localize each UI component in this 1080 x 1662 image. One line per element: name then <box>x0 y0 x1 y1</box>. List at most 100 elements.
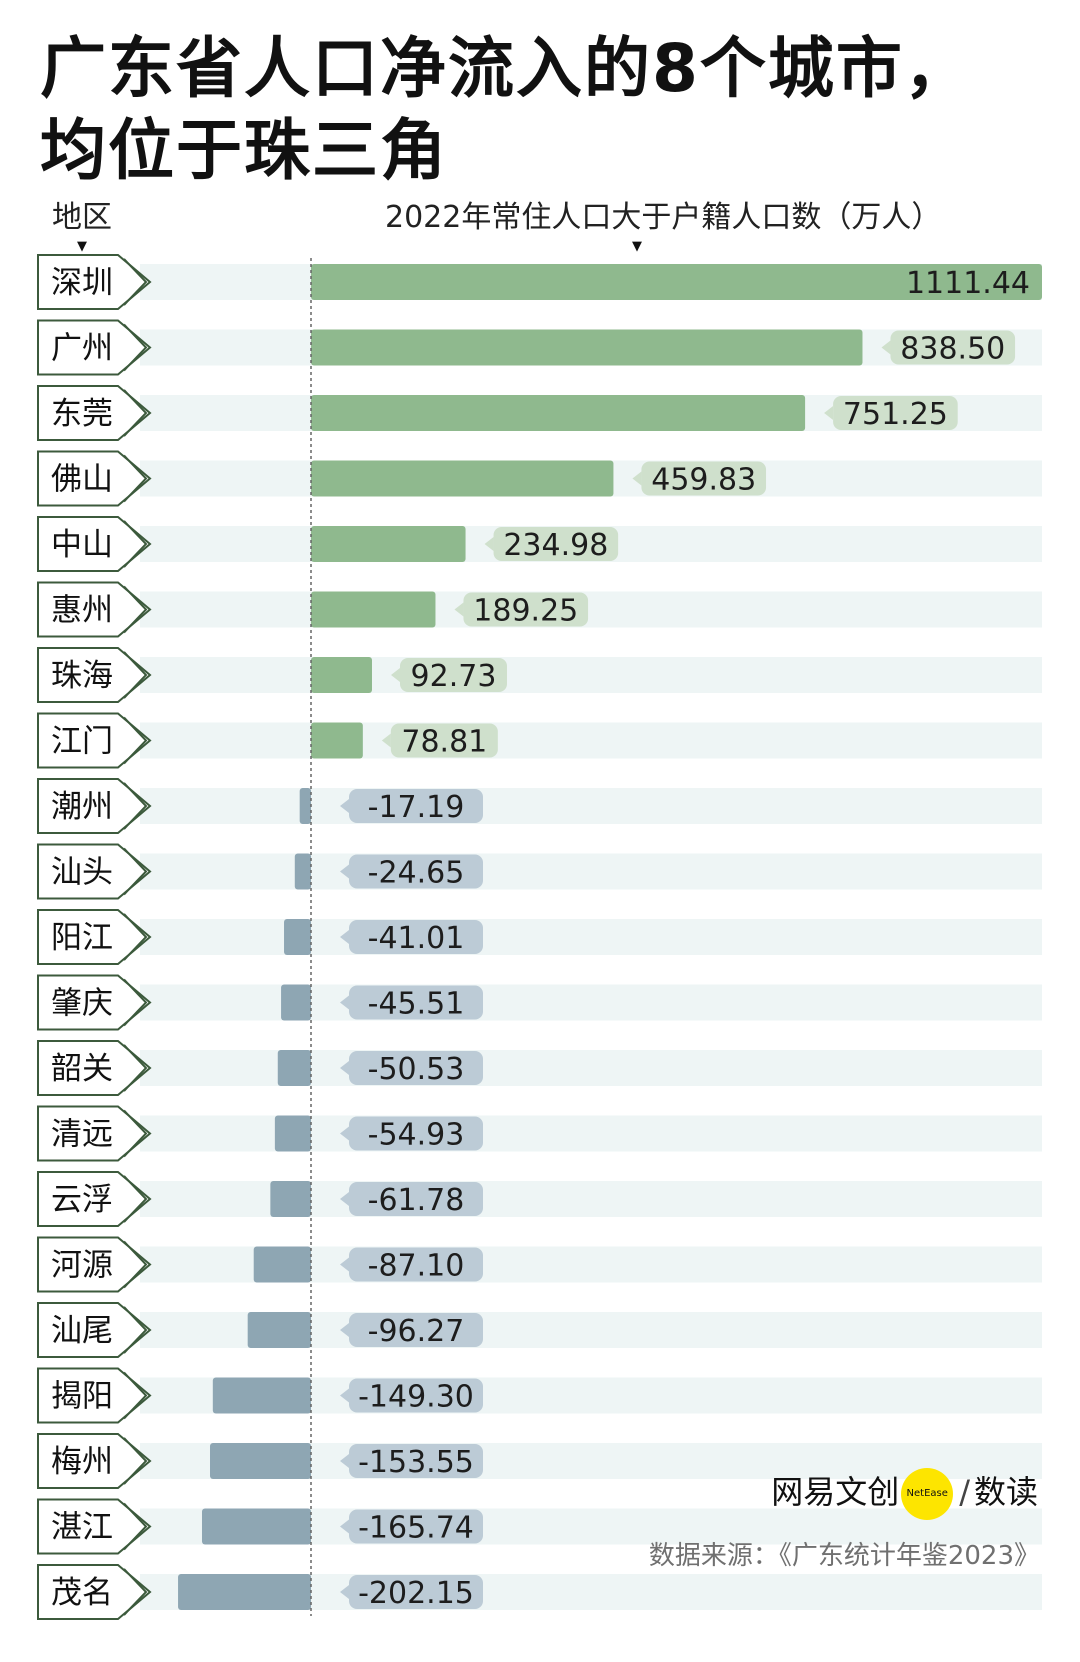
value-bar <box>277 1050 311 1086</box>
value-label-pill <box>641 461 767 496</box>
value-label: 234.98 <box>503 528 608 563</box>
netease-logo: 网易文创 NetEase / 数读 <box>771 1468 1038 1520</box>
region-label: 阳江 <box>51 920 113 956</box>
region-tag-arrow-icon <box>123 454 148 503</box>
value-label-pill <box>890 330 1016 365</box>
value-label: -17.19 <box>368 790 465 825</box>
value-label-pointer <box>340 1257 349 1272</box>
row-band <box>140 1050 1042 1086</box>
region-label: 深圳 <box>51 265 113 301</box>
value-label-pill <box>349 1182 483 1216</box>
region-tag-arrow-icon <box>123 389 148 437</box>
value-label: -41.01 <box>368 921 465 956</box>
region-label: 佛山 <box>51 462 113 498</box>
value-label-pointer <box>340 864 349 879</box>
region-label: 珠海 <box>51 658 113 694</box>
region-tag-arrow-icon <box>123 323 148 372</box>
value-bar <box>210 1443 311 1479</box>
row-band <box>140 591 1042 628</box>
region-label: 茂名 <box>51 1575 113 1611</box>
value-label-pointer <box>340 1323 349 1337</box>
value-label: -149.30 <box>358 1380 474 1415</box>
title-line-2: 均位于珠三角 <box>40 112 448 189</box>
region-label: 潮州 <box>51 789 113 825</box>
value-label-pill <box>349 789 483 823</box>
value-bar <box>212 1377 311 1414</box>
value-label-pill <box>349 920 483 954</box>
value-label-pointer <box>340 1585 349 1599</box>
value-label: 189.25 <box>473 594 578 629</box>
region-label: 东莞 <box>51 396 113 432</box>
region-tag-arrow-icon <box>123 913 148 961</box>
value-label-pointer <box>340 1388 349 1403</box>
value-label-pointer <box>340 1192 349 1206</box>
region-tag-arrow-icon <box>123 651 148 699</box>
title-line-1: 广东省人口净流入的8个城市， <box>40 30 972 107</box>
value-bar <box>311 526 466 562</box>
value-bar <box>311 460 614 497</box>
value-bar <box>270 1181 311 1217</box>
region-tag-arrow-icon <box>123 782 148 830</box>
value-label-pointer <box>340 995 349 1010</box>
region-header-arrow-icon: ▼ <box>77 239 87 254</box>
region-tag-arrow-icon <box>123 520 148 568</box>
value-label-pill <box>349 1378 483 1413</box>
logo-separator: / <box>959 1473 970 1511</box>
value-label: -87.10 <box>368 1249 465 1284</box>
value-bar <box>274 1115 311 1152</box>
value-bar <box>311 264 1042 300</box>
logo-column: 数读 <box>973 1473 1038 1511</box>
region-label: 湛江 <box>51 1510 113 1546</box>
value-label: -153.55 <box>358 1445 474 1480</box>
region-tag-arrow-icon <box>123 716 148 765</box>
value-bar <box>178 1574 311 1610</box>
value-label-pill <box>349 985 483 1020</box>
region-tag-arrow-icon <box>123 1044 148 1092</box>
region-label: 江门 <box>51 724 113 760</box>
region-column-header: 地区 <box>52 200 112 235</box>
value-bar <box>247 1312 311 1348</box>
value-label-pill <box>399 658 507 692</box>
region-label: 清远 <box>51 1117 113 1153</box>
value-label-pointer <box>454 602 464 617</box>
value-label-pill <box>349 1444 483 1478</box>
logo-brand: 网易文创 <box>771 1473 900 1511</box>
region-label: 梅州 <box>51 1444 113 1480</box>
region-tag-arrow-icon <box>123 1502 148 1551</box>
value-label-pill <box>349 1247 483 1282</box>
value-label: -50.53 <box>368 1052 465 1087</box>
value-bar <box>311 395 806 431</box>
region-tag-arrow-icon <box>123 1109 148 1158</box>
region-label: 揭阳 <box>51 1379 113 1415</box>
region-label: 广州 <box>51 331 113 367</box>
value-label: 92.73 <box>411 659 497 694</box>
value-label: -24.65 <box>368 856 465 891</box>
region-tag-arrow-icon <box>123 1240 148 1289</box>
value-bar <box>294 853 311 890</box>
value-label-pointer <box>484 537 494 551</box>
value-bar <box>253 1246 311 1283</box>
row-band <box>140 919 1042 955</box>
value-label-pointer <box>390 668 400 682</box>
row-band <box>140 657 1042 693</box>
row-band <box>140 853 1042 890</box>
value-label-pill <box>349 1509 483 1544</box>
region-label: 中山 <box>51 527 113 563</box>
value-label-pointer <box>340 799 349 813</box>
region-label: 肇庆 <box>51 986 113 1022</box>
region-label: 汕头 <box>51 855 113 891</box>
region-label: 云浮 <box>51 1182 113 1218</box>
region-label: 河源 <box>51 1248 113 1284</box>
region-tag-arrow-icon <box>123 585 148 634</box>
value-label-pill <box>463 592 589 627</box>
row-band <box>140 722 1042 759</box>
value-label-pill <box>349 854 483 889</box>
value-bar <box>284 919 311 955</box>
value-label: -96.27 <box>368 1314 465 1349</box>
value-bar <box>281 984 311 1021</box>
value-label-pill <box>349 1051 483 1085</box>
value-label-pill <box>349 1313 483 1347</box>
value-label: -61.78 <box>368 1183 465 1218</box>
metric-column-header: 2022年常住人口大于户籍人口数（万人） <box>385 200 942 235</box>
value-label-pointer <box>340 1126 349 1141</box>
